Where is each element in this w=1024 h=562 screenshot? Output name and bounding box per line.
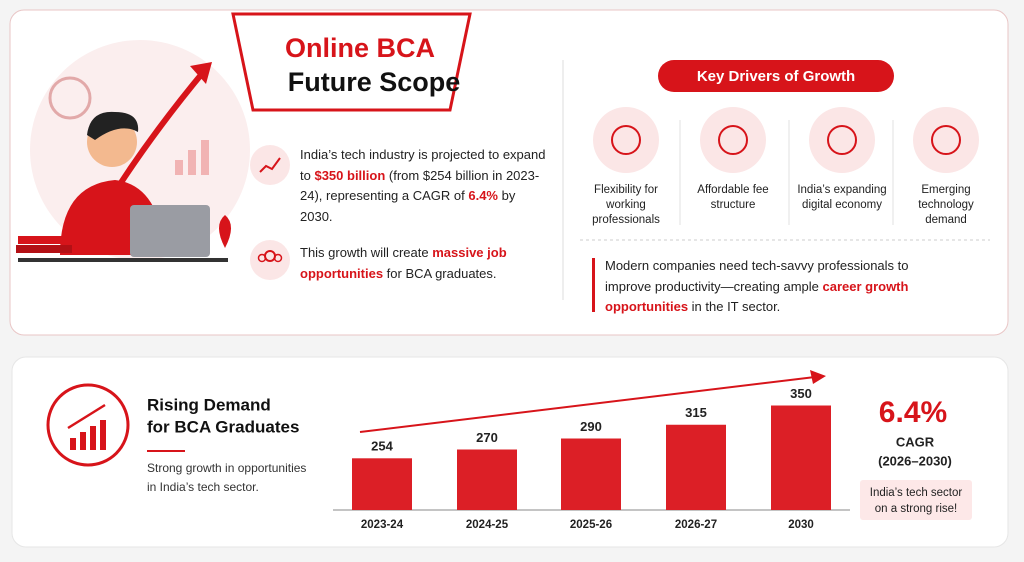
badge-text: India’s tech sector [870,487,963,499]
text: for BCA graduates. [383,265,497,281]
drivers-pill [658,60,894,92]
x-tick-label: 2025-26 [570,519,612,531]
note-bar [592,258,595,312]
driver-label: digital economy [802,199,882,211]
drivers-title: Key Drivers of Growth [697,68,855,85]
text: by 2030. [300,188,516,224]
value-label: 315 [685,405,707,420]
x-tick-label: 2023-24 [361,519,404,531]
value-label: 254 [371,439,393,454]
demand-title: Rising Demand [147,395,271,414]
cagr-value: 6.4% [879,396,947,429]
driver-icon [809,107,875,173]
illustration [16,40,250,262]
driver-label: professionals [592,214,660,226]
text: This growth will create [300,245,433,260]
bar [666,424,726,510]
driver-label: demand [925,214,967,226]
bar [771,405,831,510]
badge-text: on a strong rise! [875,503,957,515]
bar [457,449,517,510]
text: Modern companies need tech-savvy profess… [605,258,909,294]
highlight: career growth opportunities [605,278,909,315]
highlight: 6.4% [468,188,498,203]
value-label: 270 [476,430,498,445]
x-tick-label: 2024-25 [466,519,509,531]
paragraph: Modern companies need tech-savvy profess… [605,256,945,318]
bar [561,438,621,510]
driver-label: structure [711,199,756,211]
demand-icon [46,383,130,467]
bar [352,458,412,510]
highlight: massive job opportunities [300,245,507,281]
icon [250,145,290,185]
title: Future Scope [288,67,461,97]
highlight: $350 billion [314,167,386,183]
driver-label: working [605,199,646,211]
driver-glyph [611,125,641,155]
driver-label: technology [918,199,974,211]
text: in the IT sector. [688,299,781,314]
title: Online BCA [285,33,435,63]
driver-glyph [931,125,961,155]
driver-label: Affordable fee [697,184,768,196]
demand-desc: in India’s tech sector. [147,480,259,494]
text: India’s tech industry is projected to ex… [300,147,546,183]
driver-icon [593,107,659,173]
paragraph: India’s tech industry is projected to ex… [300,145,550,227]
driver-label: India’s expanding [797,184,886,196]
title-box [231,12,472,112]
trend-arrow [359,376,816,433]
cagr-label: CAGR [896,434,935,449]
x-tick-label: 2026-27 [675,519,717,531]
driver-label: Emerging [921,184,970,196]
text: (from $254 billion in 2023-24), represen… [300,167,540,204]
driver-glyph [827,125,857,155]
cagr-period: (2026–2030) [878,453,952,468]
demand-desc: Strong growth in opportunities [147,461,306,475]
driver-icon [700,107,766,173]
driver-glyph [718,125,748,155]
badge [860,480,972,520]
value-label: 350 [790,386,812,401]
driver-icon [913,107,979,173]
x-tick-label: 2030 [788,519,814,531]
value-label: 290 [580,419,602,434]
demand-title: for BCA Graduates [147,417,299,436]
paragraph: This growth will create massive job oppo… [300,243,550,284]
driver-label: Flexibility for [594,184,658,196]
